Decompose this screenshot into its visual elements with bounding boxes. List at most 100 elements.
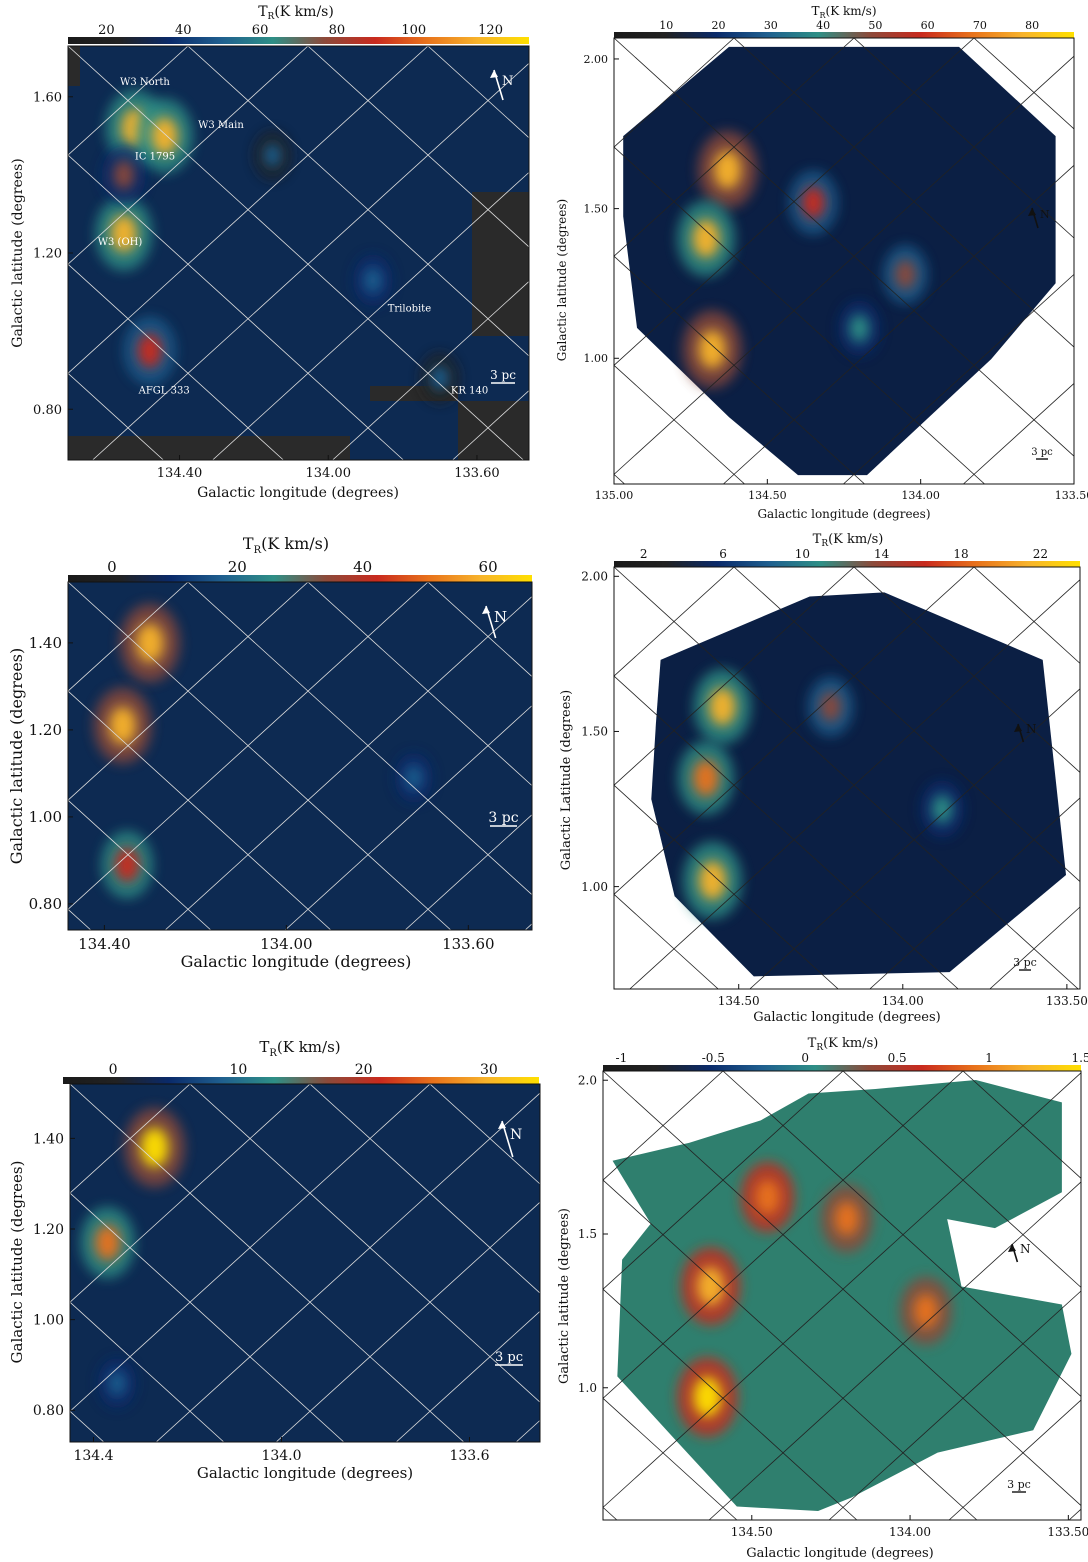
emission-peak <box>820 691 842 722</box>
grid-line <box>749 688 1080 989</box>
x-tick-label: 133.50 <box>1046 994 1088 1008</box>
y-tick-label: 1.40 <box>33 1131 64 1147</box>
emission-peak <box>698 329 726 369</box>
grid-line <box>733 38 1074 348</box>
y-tick-label: 1.00 <box>33 1313 64 1329</box>
grid-line <box>603 1072 1081 1508</box>
axes: 134.50 134.00 133.50 1.00 1.50 2.00 <box>581 566 1088 1008</box>
panel-p6: TR(K km/s) -1 -0.5 0 0.5 1 1.5 N3 pc 134.50 13… <box>557 1036 1088 1561</box>
emission-peak <box>755 1179 781 1215</box>
scale-bar-label: 3 pc <box>1007 1478 1031 1491</box>
no-coverage-region <box>68 436 350 460</box>
emission-peak <box>109 706 136 745</box>
colorbar: -1 -0.5 0 0.5 1 1.5 <box>603 1051 1088 1071</box>
emission-peak <box>264 143 281 168</box>
colorbar-tick-label: 80 <box>329 23 346 38</box>
scale-bar-label: 3 pc <box>1013 956 1037 969</box>
colorbar-tick-label: 40 <box>353 558 372 576</box>
grid-line <box>733 567 1080 883</box>
colorbar-strip <box>614 561 1080 567</box>
grid-line <box>70 1084 311 1303</box>
grid-line <box>68 263 284 460</box>
north-arrow-head <box>1014 724 1022 732</box>
emission-peak <box>115 847 140 882</box>
y-tick-label: 2.00 <box>581 570 608 584</box>
grid-line <box>963 382 1074 484</box>
map-area: N 3 pc <box>70 1084 540 1442</box>
x-axis-label: Galactic longitude (degrees) <box>197 485 399 501</box>
grid-line <box>70 1301 225 1442</box>
x-axis-label: Galactic longitude (degrees) <box>757 507 930 521</box>
grid-line <box>603 1071 1081 1507</box>
plot-frame <box>613 37 1075 485</box>
colorbar-tick-label: 18 <box>953 547 968 561</box>
x-axis-label: Galactic longitude (degrees) <box>197 1464 413 1482</box>
y-axis-label: Galactic latitude (degrees) <box>555 199 569 361</box>
emission-peak <box>802 186 825 219</box>
colorbar-strip <box>614 32 1074 38</box>
emission-peak <box>137 333 162 368</box>
x-axis-label: Galactic longitude (degrees) <box>181 952 412 971</box>
colorbar: 0 20 40 60 <box>68 558 532 582</box>
colorbar-tick-label: 14 <box>874 547 890 561</box>
y-tick-label: 1.60 <box>33 90 62 105</box>
emission-peak <box>404 765 423 791</box>
grid-line <box>427 582 532 678</box>
panel-p1: TR(K km/s) 20 40 60 80 100 120 W3 North W3 Mai… <box>10 4 530 501</box>
grid-line <box>603 1071 964 1399</box>
grid-line <box>1083 1071 1088 1520</box>
emission-peak <box>692 759 719 797</box>
coordinate-grid <box>614 38 1074 484</box>
no-coverage-region <box>472 192 529 336</box>
colorbar-title: TR(K km/s) <box>808 1036 879 1053</box>
grid-line <box>309 1084 540 1294</box>
colorbar-tick-label: 60 <box>479 558 498 576</box>
north-arrow-head <box>498 1121 506 1129</box>
x-axis-label: Galactic longitude (degrees) <box>753 1010 940 1025</box>
emission-peak <box>932 794 953 824</box>
grid-line <box>603 1179 978 1520</box>
source-label: W3 (OH) <box>98 237 143 248</box>
map-area: N 3 pc <box>614 38 1074 484</box>
colorbar-tick-label: 120 <box>478 23 503 38</box>
y-tick-label: 1.00 <box>29 808 62 826</box>
no-coverage-region <box>68 46 80 86</box>
colorbar-tick-label: 0 <box>107 558 117 576</box>
map-area: N 3 pc <box>603 1071 1088 1520</box>
grid-line <box>948 1399 1081 1520</box>
colorbar-tick-label: 10 <box>659 19 673 32</box>
grid-line <box>212 171 529 460</box>
grid-line <box>869 797 1080 989</box>
colorbar-tick-label: 30 <box>764 19 778 32</box>
colorbar-tick-label: 20 <box>228 558 247 576</box>
grid-line <box>614 38 855 257</box>
north-label: N <box>502 74 513 89</box>
grid-line <box>68 46 429 374</box>
colorbar-title: TR(K km/s) <box>259 1038 340 1059</box>
emission-peak <box>696 1266 725 1306</box>
colorbar: 2 6 10 14 18 22 <box>614 547 1080 567</box>
colorbar-tick-label: 20 <box>712 19 726 32</box>
grid-line <box>68 582 452 930</box>
grid-line <box>962 1071 1081 1179</box>
grid-line <box>614 893 719 989</box>
grid-line <box>614 255 865 484</box>
axes: 134.40 134.00 133.60 0.80 1.00 1.20 1.40 <box>29 581 533 953</box>
colorbar-title: TR(K km/s) <box>258 4 334 22</box>
coordinate-grid <box>68 582 532 930</box>
axes: 135.00 134.50 134.00 133.50 1.00 1.50 2.00 <box>584 37 1088 502</box>
north-label: N <box>494 608 507 626</box>
coordinate-grid <box>68 46 529 460</box>
colorbar-tick-label: 22 <box>1033 547 1048 561</box>
map-area: N 3 pc <box>68 582 532 930</box>
colorbar-tick-label: 60 <box>252 23 269 38</box>
emission-peak <box>110 214 137 253</box>
grid-line <box>989 906 1080 989</box>
x-tick-label: 134.00 <box>882 994 924 1008</box>
panel-p2: TR(K km/s) 10 20 30 40 50 60 70 80 N 3 pc 135.00… <box>555 4 1088 521</box>
grid-line <box>284 705 532 930</box>
y-axis-label: Galactic Latitude (degrees) <box>559 690 574 870</box>
colorbar-strip <box>63 1077 539 1084</box>
grid-line <box>275 1201 540 1442</box>
